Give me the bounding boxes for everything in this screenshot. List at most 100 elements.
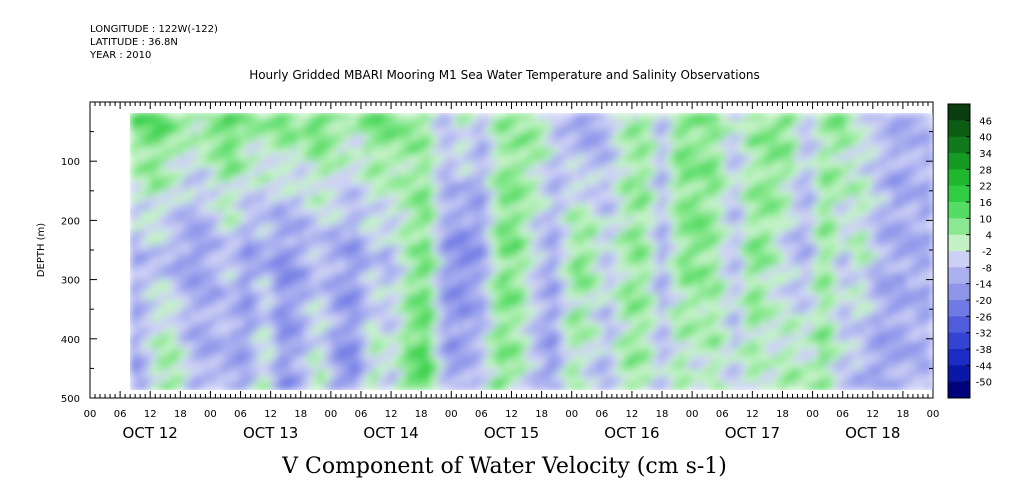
heat-cell	[759, 251, 767, 260]
heat-cell	[625, 161, 633, 169]
heat-cell	[872, 327, 881, 336]
heat-cell	[852, 223, 860, 232]
heat-cell	[471, 244, 479, 253]
heat-cell	[745, 313, 753, 322]
heat-cell	[270, 348, 278, 356]
heat-cell	[511, 258, 519, 266]
heat-cell	[471, 189, 479, 197]
heat-cell	[303, 189, 312, 197]
heat-cell	[571, 161, 579, 169]
heat-cell	[852, 147, 860, 156]
heat-cell	[926, 313, 933, 322]
heat-cell	[357, 209, 365, 218]
heat-cell	[638, 182, 646, 190]
heat-cell	[484, 189, 492, 197]
heat-cell	[404, 327, 412, 336]
heat-cell	[257, 147, 265, 156]
heat-cell	[645, 119, 653, 128]
heat-cell	[143, 189, 151, 197]
heat-cell	[852, 168, 860, 176]
heat-cell	[203, 286, 211, 294]
heat-cell	[772, 362, 780, 370]
heat-cell	[772, 223, 780, 232]
heat-cell	[290, 203, 298, 211]
heat-cell	[892, 113, 901, 121]
heat-cell	[511, 362, 519, 370]
heat-cell	[216, 299, 225, 308]
heat-cell	[136, 209, 144, 218]
heat-cell	[263, 203, 272, 211]
heat-cell	[511, 154, 519, 163]
heat-cell	[357, 258, 365, 266]
heat-cell	[384, 230, 392, 239]
heat-cell	[912, 209, 921, 218]
heat-cell	[143, 279, 151, 287]
heat-cell	[237, 265, 245, 273]
heat-cell	[130, 286, 138, 294]
heat-cell	[738, 140, 747, 149]
heat-cell	[283, 320, 292, 329]
heat-cell	[471, 320, 479, 329]
heat-cell	[170, 258, 178, 266]
heat-cell	[792, 140, 800, 149]
heat-cell	[765, 348, 773, 356]
heat-cell	[872, 348, 881, 356]
heat-cell	[625, 230, 633, 239]
heat-cell	[625, 293, 633, 301]
heat-cell	[832, 334, 840, 343]
heat-cell	[283, 216, 292, 225]
heat-cell	[390, 237, 399, 246]
heat-cell	[377, 196, 385, 204]
heat-cell	[685, 279, 693, 287]
heat-cell	[926, 203, 933, 211]
heat-cell	[230, 279, 238, 287]
heat-cell	[678, 230, 687, 239]
heat-cell	[431, 209, 439, 218]
heat-cell	[324, 383, 332, 390]
heat-cell	[752, 168, 760, 176]
heat-cell	[290, 154, 298, 163]
heat-cell	[330, 119, 339, 128]
heat-cell	[892, 355, 901, 363]
heat-cell	[631, 119, 640, 128]
heat-cell	[926, 355, 933, 363]
heat-cell	[370, 223, 379, 232]
heat-cell	[692, 327, 700, 336]
heat-cell	[551, 369, 559, 377]
heat-cell	[879, 355, 887, 363]
heat-cell	[839, 327, 847, 336]
heat-cell	[136, 182, 144, 190]
heat-cell	[618, 203, 626, 211]
heat-cell	[170, 175, 178, 183]
heat-cell	[143, 355, 151, 363]
heat-cell	[257, 140, 265, 149]
heat-cell	[825, 327, 834, 336]
heat-cell	[672, 376, 680, 384]
heat-cell	[846, 230, 854, 239]
heat-cell	[176, 293, 185, 301]
heat-cell	[424, 272, 432, 280]
heat-cell	[377, 113, 385, 121]
heat-cell	[498, 244, 506, 253]
heat-cell	[163, 313, 171, 322]
heat-cell	[752, 279, 760, 287]
heat-cell	[303, 383, 312, 390]
heat-cell	[237, 320, 245, 329]
heat-cell	[183, 196, 191, 204]
heat-cell	[350, 313, 359, 322]
heat-cell	[792, 209, 800, 218]
heat-cell	[819, 223, 827, 232]
heat-cell	[906, 196, 914, 204]
heat-cell	[732, 126, 740, 135]
heat-cell	[906, 119, 914, 128]
heat-cell	[685, 299, 693, 308]
heat-cell	[357, 279, 365, 287]
heat-cell	[732, 203, 740, 211]
heat-cell	[464, 293, 472, 301]
heat-cell	[504, 320, 513, 329]
heat-cell	[263, 113, 272, 121]
heat-cell	[297, 258, 305, 266]
heat-cell	[444, 182, 452, 190]
heat-cell	[825, 113, 834, 121]
heat-cell	[397, 161, 405, 169]
